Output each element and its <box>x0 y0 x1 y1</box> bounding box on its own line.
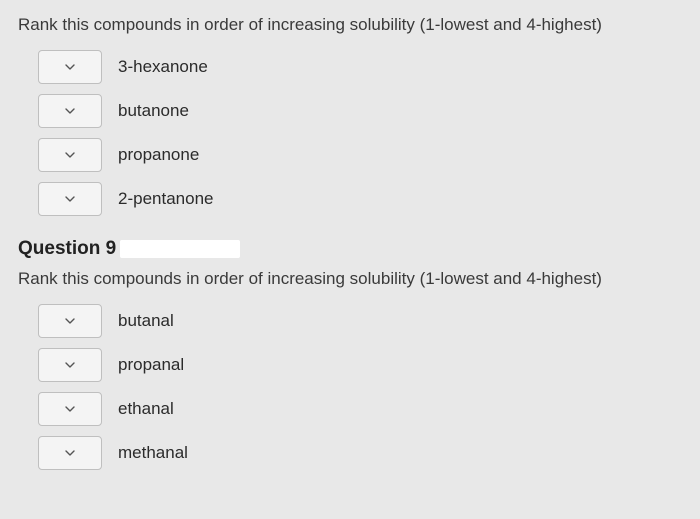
rank-dropdown[interactable] <box>38 304 102 338</box>
q8-prompt: Rank this compounds in order of increasi… <box>18 14 682 36</box>
quiz-page: Rank this compounds in order of increasi… <box>0 0 700 470</box>
rank-dropdown[interactable] <box>38 436 102 470</box>
rank-dropdown[interactable] <box>38 138 102 172</box>
rank-dropdown[interactable] <box>38 392 102 426</box>
chevron-down-icon <box>64 447 76 459</box>
chevron-down-icon <box>64 403 76 415</box>
option-label: butanal <box>118 311 174 331</box>
chevron-down-icon <box>64 315 76 327</box>
chevron-down-icon <box>64 359 76 371</box>
option-label: propanal <box>118 355 184 375</box>
option-label: methanal <box>118 443 188 463</box>
rank-dropdown[interactable] <box>38 50 102 84</box>
chevron-down-icon <box>64 61 76 73</box>
q9-row-1: propanal <box>18 348 682 382</box>
option-label: ethanal <box>118 399 174 419</box>
redacted-patch <box>120 240 240 258</box>
q8-row-0: 3-hexanone <box>18 50 682 84</box>
q9-row-2: ethanal <box>18 392 682 426</box>
rank-dropdown[interactable] <box>38 94 102 128</box>
q8-row-1: butanone <box>18 94 682 128</box>
option-label: 3-hexanone <box>118 57 208 77</box>
option-label: 2-pentanone <box>118 189 213 209</box>
q9-row-3: methanal <box>18 436 682 470</box>
q9-prompt: Rank this compounds in order of increasi… <box>18 268 682 290</box>
rank-dropdown[interactable] <box>38 348 102 382</box>
option-label: butanone <box>118 101 189 121</box>
chevron-down-icon <box>64 193 76 205</box>
q9-heading-text: Question 9 <box>18 238 116 259</box>
q8-row-3: 2-pentanone <box>18 182 682 216</box>
rank-dropdown[interactable] <box>38 182 102 216</box>
chevron-down-icon <box>64 149 76 161</box>
q9-row-0: butanal <box>18 304 682 338</box>
q9-heading: Question 9 <box>18 238 682 260</box>
option-label: propanone <box>118 145 199 165</box>
chevron-down-icon <box>64 105 76 117</box>
q8-row-2: propanone <box>18 138 682 172</box>
